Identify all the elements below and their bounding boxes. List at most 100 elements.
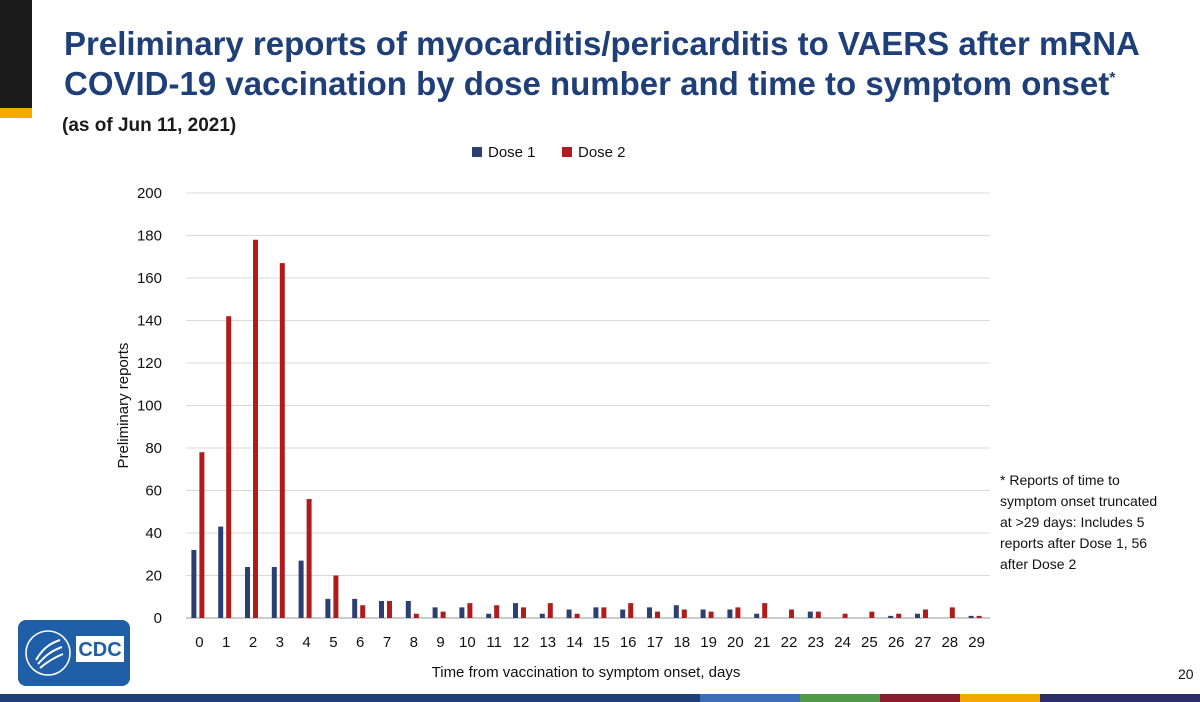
legend-label-dose1: Dose 1: [488, 144, 536, 161]
dose1-bar: [218, 526, 224, 618]
x-tick-label: 7: [383, 634, 391, 651]
y-tick-label: 160: [137, 270, 162, 287]
x-tick-label: 24: [834, 634, 851, 651]
band-segment: [700, 694, 800, 702]
legend-swatch-dose2: [562, 147, 572, 157]
dose2-bar: [494, 605, 500, 618]
dose1-bar: [968, 615, 974, 618]
dose1-bar: [593, 607, 599, 618]
dose2-bar: [923, 609, 928, 618]
cdc-logo: CDC: [18, 620, 130, 686]
dose2-bar: [896, 613, 902, 618]
dose1-bar: [405, 601, 411, 618]
dose1-bar: [379, 601, 384, 618]
dose1-bar: [352, 598, 358, 618]
page-number: 20: [1178, 666, 1194, 682]
dose2-bar: [413, 613, 419, 618]
dose1-bar: [888, 615, 894, 618]
band-segment: [800, 694, 880, 702]
dose2-bar: [735, 607, 741, 618]
y-tick-label: 80: [145, 440, 162, 457]
title-text: Preliminary reports of myocarditis/peric…: [64, 25, 1139, 102]
dose2-bar: [547, 603, 553, 618]
dose2-bar: [869, 611, 875, 618]
dose2-bar: [949, 607, 955, 618]
dose1-bar: [539, 613, 545, 618]
page-subtitle: (as of Jun 11, 2021): [62, 115, 237, 136]
x-tick-label: 20: [727, 634, 744, 651]
legend-label-dose2: Dose 2: [578, 144, 626, 161]
x-tick-label: 28: [941, 634, 958, 651]
x-tick-label: 29: [968, 634, 985, 651]
band-segment: [0, 694, 700, 702]
dose2-bar: [976, 615, 982, 618]
dose2-bar: [467, 603, 473, 618]
x-tick-label: 26: [888, 634, 905, 651]
x-tick-label: 18: [673, 634, 690, 651]
dose1-bar: [459, 607, 465, 618]
dose1-bar: [754, 613, 760, 618]
dose2-bar: [279, 263, 285, 618]
x-tick-label: 0: [195, 634, 203, 651]
band-segment: [880, 694, 960, 702]
dose2-bar: [306, 499, 312, 618]
dose1-bar: [915, 613, 920, 618]
x-tick-label: 9: [436, 634, 444, 651]
x-tick-label: 3: [276, 634, 284, 651]
x-tick-label: 1: [222, 634, 230, 651]
dose2-bar: [762, 603, 768, 618]
x-tick-label: 14: [566, 634, 583, 651]
x-tick-label: 6: [356, 634, 364, 651]
dose2-bar: [601, 607, 607, 618]
y-tick-label: 120: [137, 355, 162, 372]
dose1-bar: [647, 607, 652, 618]
corner-accent-bar: [0, 108, 32, 118]
dose2-bar: [333, 575, 339, 618]
dose1-bar: [620, 609, 626, 618]
x-tick-label: 8: [410, 634, 418, 651]
y-tick-label: 20: [145, 568, 162, 585]
x-tick-label: 17: [647, 634, 664, 651]
cdc-logo-text: CDC: [78, 639, 121, 661]
dose2-bar: [253, 239, 258, 618]
x-tick-label: 10: [459, 634, 476, 651]
bottom-color-band: [0, 694, 1200, 702]
y-tick-label: 100: [137, 398, 162, 415]
x-tick-label: 5: [329, 634, 337, 651]
dose1-bar: [298, 560, 304, 618]
dose2-bar: [681, 609, 687, 618]
dose1-bar: [727, 609, 733, 618]
y-tick-label: 0: [154, 610, 162, 627]
x-tick-label: 16: [620, 634, 637, 651]
dose2-bar: [440, 611, 446, 618]
x-tick-label: 4: [302, 634, 310, 651]
dose2-bar: [708, 611, 714, 618]
dose2-bar: [789, 609, 794, 618]
dose1-bar: [700, 609, 706, 618]
y-tick-label: 60: [145, 483, 162, 500]
page-title: Preliminary reports of myocarditis/peric…: [64, 24, 1144, 104]
corner-dark-bar: [0, 0, 32, 108]
dose1-bar: [807, 611, 813, 618]
dose2-bar: [574, 613, 580, 618]
dose1-bar: [566, 609, 572, 618]
dose2-bar: [360, 605, 366, 618]
x-tick-label: 27: [915, 634, 932, 651]
dose2-bar: [815, 611, 821, 618]
y-tick-label: 40: [145, 525, 162, 542]
x-tick-label: 2: [249, 634, 257, 651]
dose1-bar: [245, 567, 250, 618]
band-segment: [1040, 694, 1200, 702]
y-tick-label: 200: [137, 185, 162, 202]
x-tick-label: 15: [593, 634, 610, 651]
x-tick-label: 13: [539, 634, 556, 651]
dose2-bar: [387, 601, 392, 618]
dose2-bar: [628, 603, 634, 618]
dose1-bar: [325, 598, 331, 618]
y-axis-title: Preliminary reports: [115, 343, 132, 469]
x-tick-label: 19: [700, 634, 717, 651]
legend-swatch-dose1: [472, 147, 482, 157]
x-tick-label: 11: [486, 634, 502, 651]
title-footnote-marker: *: [1109, 70, 1116, 87]
x-tick-label: 21: [754, 634, 771, 651]
